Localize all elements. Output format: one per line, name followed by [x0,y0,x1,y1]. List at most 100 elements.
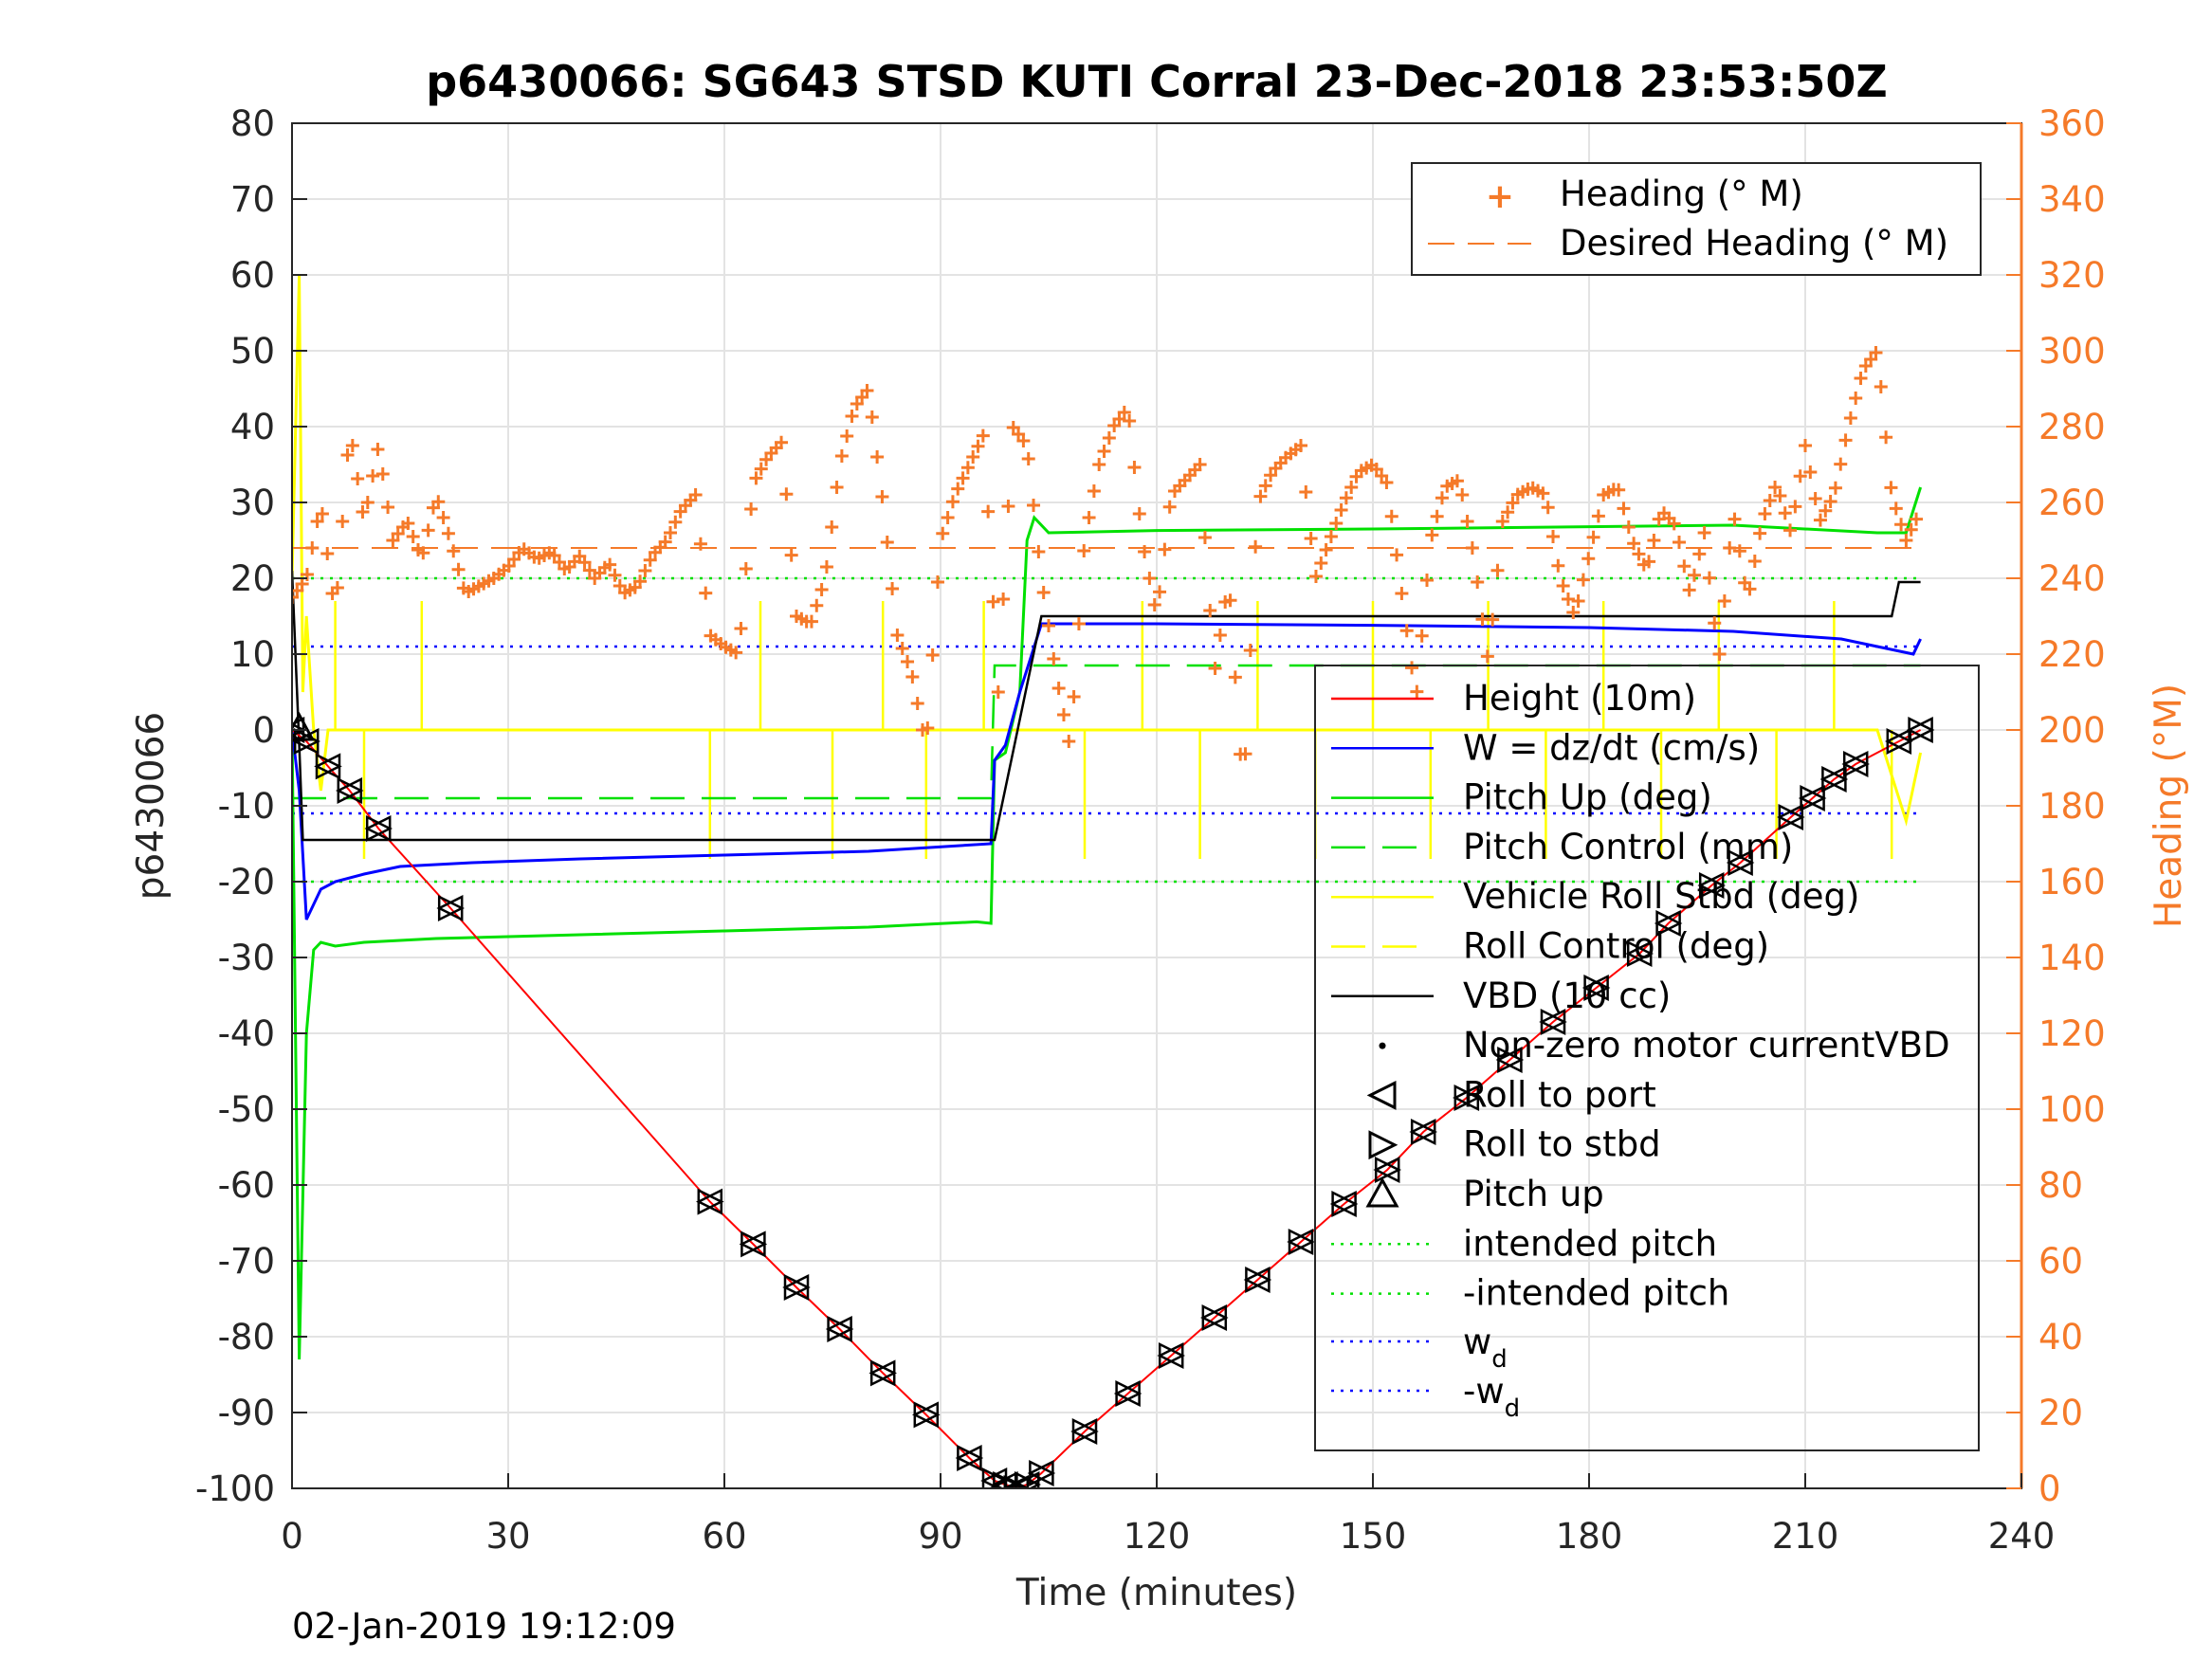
heading-marker [976,428,990,443]
heading-marker [1455,488,1470,501]
heading-marker [1869,346,1883,359]
heading-marker [1027,499,1041,512]
roll-stbd-marker [1014,1470,1041,1488]
heading-marker [1132,507,1146,520]
y-right-tick-label: 40 [2038,1317,2083,1358]
heading-marker [1405,661,1419,675]
x-tick-label: 0 [281,1516,303,1557]
heading-marker [1788,500,1802,514]
heading-marker [1082,511,1096,524]
heading-marker [951,482,965,496]
roll-markers [292,711,1935,1488]
y-left-tick-label: 0 [252,710,275,751]
legend-wd-neg: -wd [1463,1371,1520,1423]
heading-marker [1843,411,1857,425]
roll-stbd-marker [697,1188,724,1215]
roll-stbd-marker [1115,1379,1143,1408]
y-right-tick-label: 220 [2038,634,2106,675]
heading-marker [1294,439,1307,452]
heading-marker [996,592,1011,606]
heading-marker [1067,690,1081,703]
roll-stbd-marker [913,1401,941,1429]
legend-swatch-port [1366,1080,1397,1110]
heading-marker [366,469,380,483]
x-axis-label: Time (minutes) [1015,1572,1297,1614]
heading-marker [1223,593,1237,608]
x-tick-label: 120 [1124,1516,1191,1557]
legend-label: Vehicle Roll Stbd (deg) [1463,876,1859,917]
roll-stbd-marker [1821,765,1849,793]
heading-marker [1410,684,1424,699]
roll-stbd-marker [869,1359,897,1387]
heading-marker [1056,708,1070,721]
heading-marker [1228,670,1242,684]
heading-marker [1264,468,1278,483]
heading-marker [1138,545,1152,558]
legend-label: Non-zero motor currentVBD [1463,1025,1950,1066]
roll-stbd-marker [1331,1190,1359,1218]
legend-wd-neg-sub: d [1505,1395,1521,1423]
main-legend-box [1314,665,1980,1451]
legend-label: intended pitch [1463,1223,1717,1264]
heading-marker [1732,544,1746,558]
heading-marker [1910,512,1924,526]
heading-marker [582,563,596,577]
heading-marker [1490,563,1505,577]
legend-label: Roll to port [1463,1074,1656,1115]
heading-marker [1571,594,1585,608]
heading-marker [451,562,466,576]
heading-marker [1884,481,1898,495]
heading-marker [880,536,894,549]
heading-marker [1894,518,1909,532]
vehicle-roll-line [292,274,1923,827]
heading-marker [971,439,985,453]
heading-marker [981,504,996,519]
heading-marker [1506,496,1520,510]
heading-marker [1016,434,1031,447]
heading-marker [1304,532,1318,545]
y-right-tick-label: 20 [2038,1393,2083,1433]
main-legend-items: Height (10m) W = dz/dt (cm/s) Pitch Up (de… [1331,678,1950,1314]
heading-marker [1102,431,1116,445]
y-right-tick-label: 120 [2038,1013,2106,1054]
heading-marker [351,472,365,485]
heading-marker [1692,547,1707,561]
grid-lines [291,122,2022,1489]
heading-marker [360,496,375,509]
heading-marker [966,450,980,464]
heading-marker [1632,547,1646,561]
heading-marker [1621,520,1636,534]
heading-marker [1879,430,1893,445]
heading-marker [1042,619,1055,632]
roll-stbd-marker [1778,803,1805,831]
heading-marker [330,581,344,594]
heading-marker [921,721,935,735]
heading-marker [1849,392,1863,405]
heading-legend-marker: + [1486,177,1514,216]
roll-stbd-marker [1583,974,1611,1002]
x-tick-label: 210 [1772,1516,1839,1557]
y-right-tick-label: 60 [2038,1241,2083,1282]
heading-marker [1390,548,1404,562]
roll-stbd-marker [1029,1459,1056,1487]
heading-marker [779,487,794,501]
legend-wd-neg-text: -w [1463,1371,1505,1412]
heading-marker [754,462,768,476]
heading-marker [633,574,648,589]
heading-marker [1415,629,1429,643]
heading-marker [1092,458,1106,471]
heading-marker [870,450,885,464]
heading-marker [608,568,622,582]
roll-stbd-marker [1698,871,1726,900]
heading-marker [421,523,435,538]
y-left-tick-label: 40 [230,407,275,447]
heading-marker [1899,534,1913,547]
y-left-tick-label: -20 [218,862,275,902]
heading-marker [356,505,370,519]
heading-marker [1682,583,1696,597]
x-tick-label: 240 [1988,1516,2056,1557]
legend-label: Roll Control (deg) [1463,926,1769,967]
heading-marker [1344,481,1359,494]
heading-marker [1460,515,1474,528]
legend-label: Pitch Up (deg) [1463,777,1712,818]
